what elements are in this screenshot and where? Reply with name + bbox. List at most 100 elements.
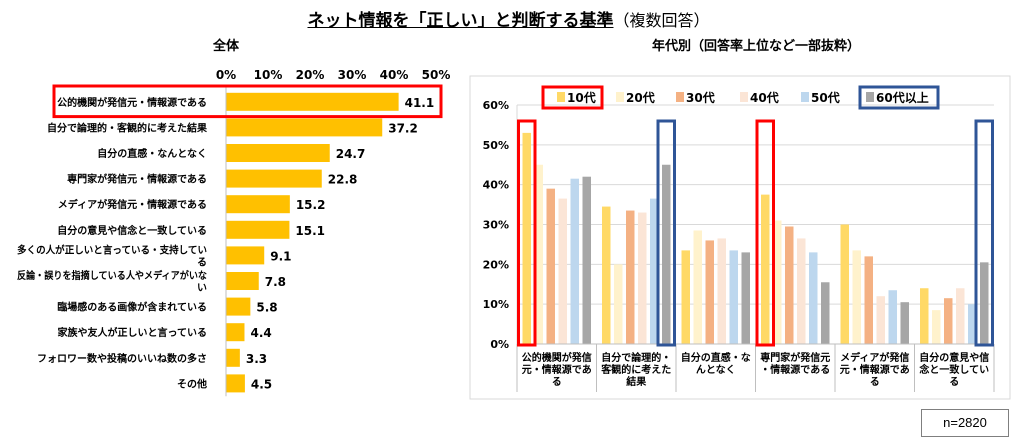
age-bar [864, 256, 873, 344]
age-bar [852, 250, 861, 344]
overall-chart-title: 全体 [212, 38, 240, 54]
age-bar [761, 194, 770, 344]
overall-value-label: 41.1 [405, 96, 435, 110]
age-bar [773, 220, 782, 344]
category-label: る [870, 376, 880, 388]
bar-highlight-red [517, 119, 537, 347]
y-tick-label: 20% [483, 258, 509, 271]
overall-bar [226, 323, 245, 342]
category-label: 公的機関が発信元・情報源である [57, 96, 207, 109]
age-chart-title: 年代別（回答率上位など一部抜粋） [652, 38, 860, 54]
age-bar [809, 252, 818, 344]
y-tick-label: 30% [483, 219, 509, 232]
x-tick-label: 30% [338, 68, 367, 82]
category-label: 自分の直感・なんとなく [97, 147, 207, 160]
age-bar [662, 164, 671, 344]
overall-bar [226, 92, 399, 111]
category-label: 自分の意見や信 [919, 351, 989, 364]
overall-bar-chart: 全体 0% 10% 20% 30% 40% 50% 41.1 公的機関が発信元・情報源である 37… [17, 38, 450, 397]
overall-value-label: 15.1 [295, 224, 325, 238]
age-bar [638, 212, 647, 344]
overall-value-label: 15.2 [296, 198, 326, 212]
age-bar [741, 252, 750, 344]
overall-value-label: 4.5 [251, 377, 272, 391]
overall-value-label: 37.2 [388, 121, 418, 135]
age-bar [980, 262, 989, 344]
overall-bar [226, 144, 330, 162]
overall-value-label: 5.8 [256, 301, 277, 315]
category-label: 自分で論理的・ [601, 351, 671, 364]
legend-highlight-red [541, 85, 604, 110]
category-label: 公的機関が発信 [522, 351, 592, 364]
legend-label: 30代 [686, 90, 715, 105]
y-tick-label: 10% [483, 298, 509, 311]
age-bar [932, 310, 941, 344]
age-bar [956, 288, 965, 344]
y-tick-label: 60% [483, 99, 509, 112]
category-label: 客観的に考えた [600, 363, 671, 376]
category-label: 元・情報源であ [840, 363, 910, 376]
category-label: 結果 [626, 375, 647, 388]
age-bar [785, 226, 794, 344]
legend-swatch [557, 92, 565, 102]
age-bar [944, 298, 953, 344]
overall-value-label: 9.1 [270, 249, 291, 263]
category-label: メディアが発信 [840, 351, 909, 364]
overall-bar [226, 169, 322, 188]
title-sub: （複数回答） [613, 11, 710, 30]
category-label: る [197, 256, 207, 268]
category-label: る [552, 376, 562, 388]
age-bar [900, 302, 909, 344]
y-tick-label: 50% [483, 139, 509, 152]
age-bar [582, 176, 591, 344]
overall-bar [226, 297, 251, 316]
legend-label: 20代 [626, 90, 655, 105]
category-label: 多くの人が正しいと言っている・支持してい [17, 243, 207, 256]
overall-value-label: 7.8 [265, 275, 286, 289]
age-bar [729, 250, 738, 344]
category-label: 自分で論理的・客観的に考えた結果 [47, 121, 208, 134]
age-bar [614, 264, 623, 344]
category-label: フォロワー数や投稿のいいね数の多さ [37, 352, 207, 365]
overall-bar [226, 220, 290, 239]
category-label: 反論・誤りを指摘している人やメディアがいな [17, 269, 207, 282]
category-label: 自分の意見や信念と一致している [57, 224, 207, 237]
age-bar [522, 132, 531, 344]
legend-label: 40代 [750, 90, 779, 105]
category-label: 自分の直感・な [681, 351, 751, 364]
legend-swatch [740, 92, 748, 102]
overall-value-label: 4.4 [250, 326, 271, 340]
age-bar [602, 206, 611, 344]
category-label: 臨場感のある画像が含まれている [57, 301, 207, 314]
legend-label: 60代以上 [876, 90, 929, 105]
overall-bar [226, 118, 383, 137]
age-bar [797, 238, 806, 344]
age-bar [534, 164, 543, 344]
category-label: メディアが発信元・情報源である [58, 198, 207, 211]
x-tick-label: 40% [380, 68, 409, 82]
y-tick-label: 0% [490, 338, 509, 351]
legend-label: 10代 [567, 90, 596, 105]
x-tick-label: 0% [216, 68, 236, 82]
bar-highlight-blue [656, 119, 676, 347]
overall-value-label: 3.3 [246, 352, 267, 366]
overall-value-label: 22.8 [328, 173, 358, 187]
category-label: 家族や友人が正しいと言っている [58, 326, 208, 339]
y-tick-label: 40% [483, 179, 509, 192]
sample-size-note: n=2820 [921, 409, 1009, 437]
category-label: んとなく [696, 364, 736, 376]
category-label: その他 [177, 377, 207, 390]
age-bar [821, 282, 830, 344]
category-label: 元・情報源であ [522, 363, 592, 376]
age-bar [920, 288, 929, 344]
category-label: 専門家が発信元 [760, 351, 830, 364]
overall-bar [226, 246, 265, 265]
title-main: ネット情報を「正しい」と判断する基準 [307, 11, 614, 31]
age-bar [681, 250, 690, 344]
category-label: 念と一致してい [918, 363, 989, 376]
x-tick-label: 20% [296, 68, 325, 82]
x-tick-label: 10% [254, 68, 283, 82]
overall-bar [226, 348, 240, 367]
category-label: 専門家が発信元・情報源である [67, 173, 207, 186]
age-bar [876, 296, 885, 344]
